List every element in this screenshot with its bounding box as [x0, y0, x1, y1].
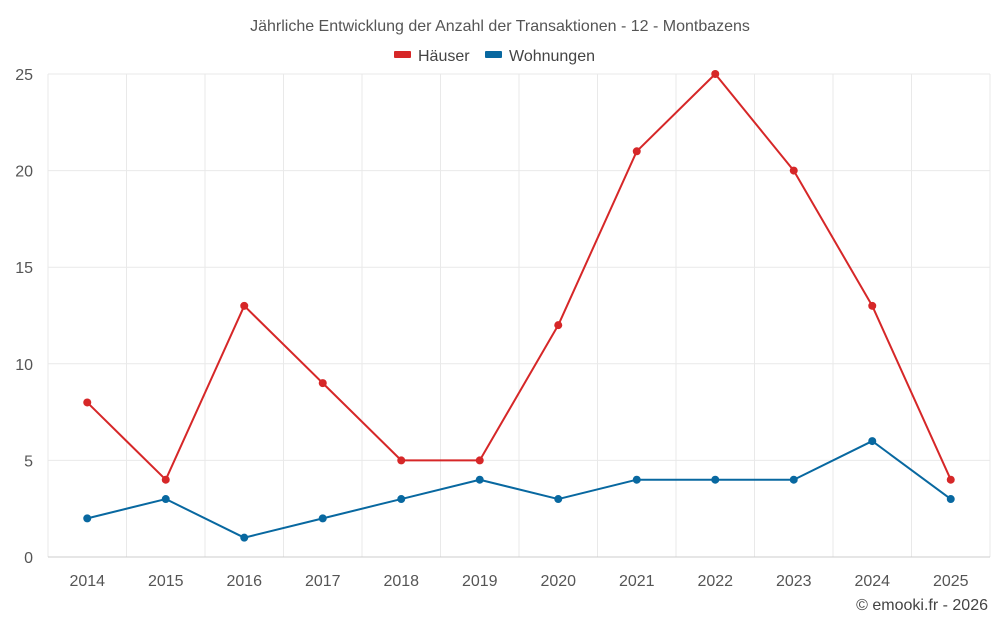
data-point[interactable]: [240, 301, 249, 310]
legend-label: Häuser: [418, 48, 470, 65]
y-tick-label: 15: [15, 260, 33, 277]
x-tick-label: 2015: [148, 573, 184, 590]
legend-label: Wohnungen: [509, 48, 595, 65]
data-point[interactable]: [632, 147, 641, 156]
data-point[interactable]: [789, 166, 798, 175]
data-point[interactable]: [554, 321, 563, 330]
series-wohnungen: [83, 437, 955, 542]
legend-swatch: [485, 51, 502, 58]
y-tick-label: 25: [15, 67, 33, 84]
data-point[interactable]: [711, 475, 720, 484]
x-tick-label: 2022: [697, 573, 733, 590]
x-tick-label: 2017: [305, 573, 341, 590]
series-line: [86, 73, 952, 481]
data-point[interactable]: [161, 475, 170, 484]
data-point[interactable]: [554, 495, 563, 504]
data-point[interactable]: [83, 398, 92, 407]
x-tick-label: 2023: [776, 573, 812, 590]
data-point[interactable]: [475, 456, 484, 465]
y-tick-label: 0: [24, 550, 33, 567]
x-tick-label: 2021: [619, 573, 655, 590]
data-point[interactable]: [475, 475, 484, 484]
data-point[interactable]: [868, 301, 877, 310]
legend-item-wohnungen[interactable]: Wohnungen: [485, 48, 595, 65]
legend-item-haeuser[interactable]: Häuser: [394, 48, 470, 65]
y-tick-label: 5: [24, 453, 33, 470]
credit-text: © emooki.fr - 2026: [856, 597, 988, 614]
data-point[interactable]: [397, 495, 406, 504]
grid: [47, 73, 991, 558]
series-haeuser: [83, 70, 955, 484]
y-tick-label: 10: [15, 357, 33, 374]
data-point[interactable]: [397, 456, 406, 465]
x-axis: 2014 2015 2016 2017 2018 2019 2020 2021 2022 2023…: [69, 573, 968, 590]
x-tick-label: 2020: [540, 573, 576, 590]
x-tick-label: 2019: [462, 573, 498, 590]
y-axis: 0 5 10 15 20 25: [15, 67, 33, 567]
data-point[interactable]: [318, 379, 327, 388]
series-layer: [83, 70, 955, 542]
data-point[interactable]: [161, 495, 170, 504]
data-point[interactable]: [318, 514, 327, 523]
data-point[interactable]: [868, 437, 877, 446]
data-point[interactable]: [789, 475, 798, 484]
data-point[interactable]: [632, 475, 641, 484]
x-tick-label: 2024: [854, 573, 890, 590]
y-tick-label: 20: [15, 164, 33, 181]
legend: Häuser Wohnungen: [394, 48, 595, 65]
x-tick-label: 2016: [226, 573, 262, 590]
data-point[interactable]: [240, 533, 249, 542]
chart-title: Jährliche Entwicklung der Anzahl der Tra…: [250, 18, 750, 35]
data-point[interactable]: [83, 514, 92, 523]
series-line: [87, 440, 952, 539]
x-tick-label: 2018: [383, 573, 419, 590]
legend-swatch: [394, 51, 411, 58]
data-point[interactable]: [946, 495, 955, 504]
x-tick-label: 2025: [933, 573, 969, 590]
x-tick-label: 2014: [69, 573, 105, 590]
data-point[interactable]: [711, 70, 720, 78]
data-point[interactable]: [946, 475, 955, 484]
